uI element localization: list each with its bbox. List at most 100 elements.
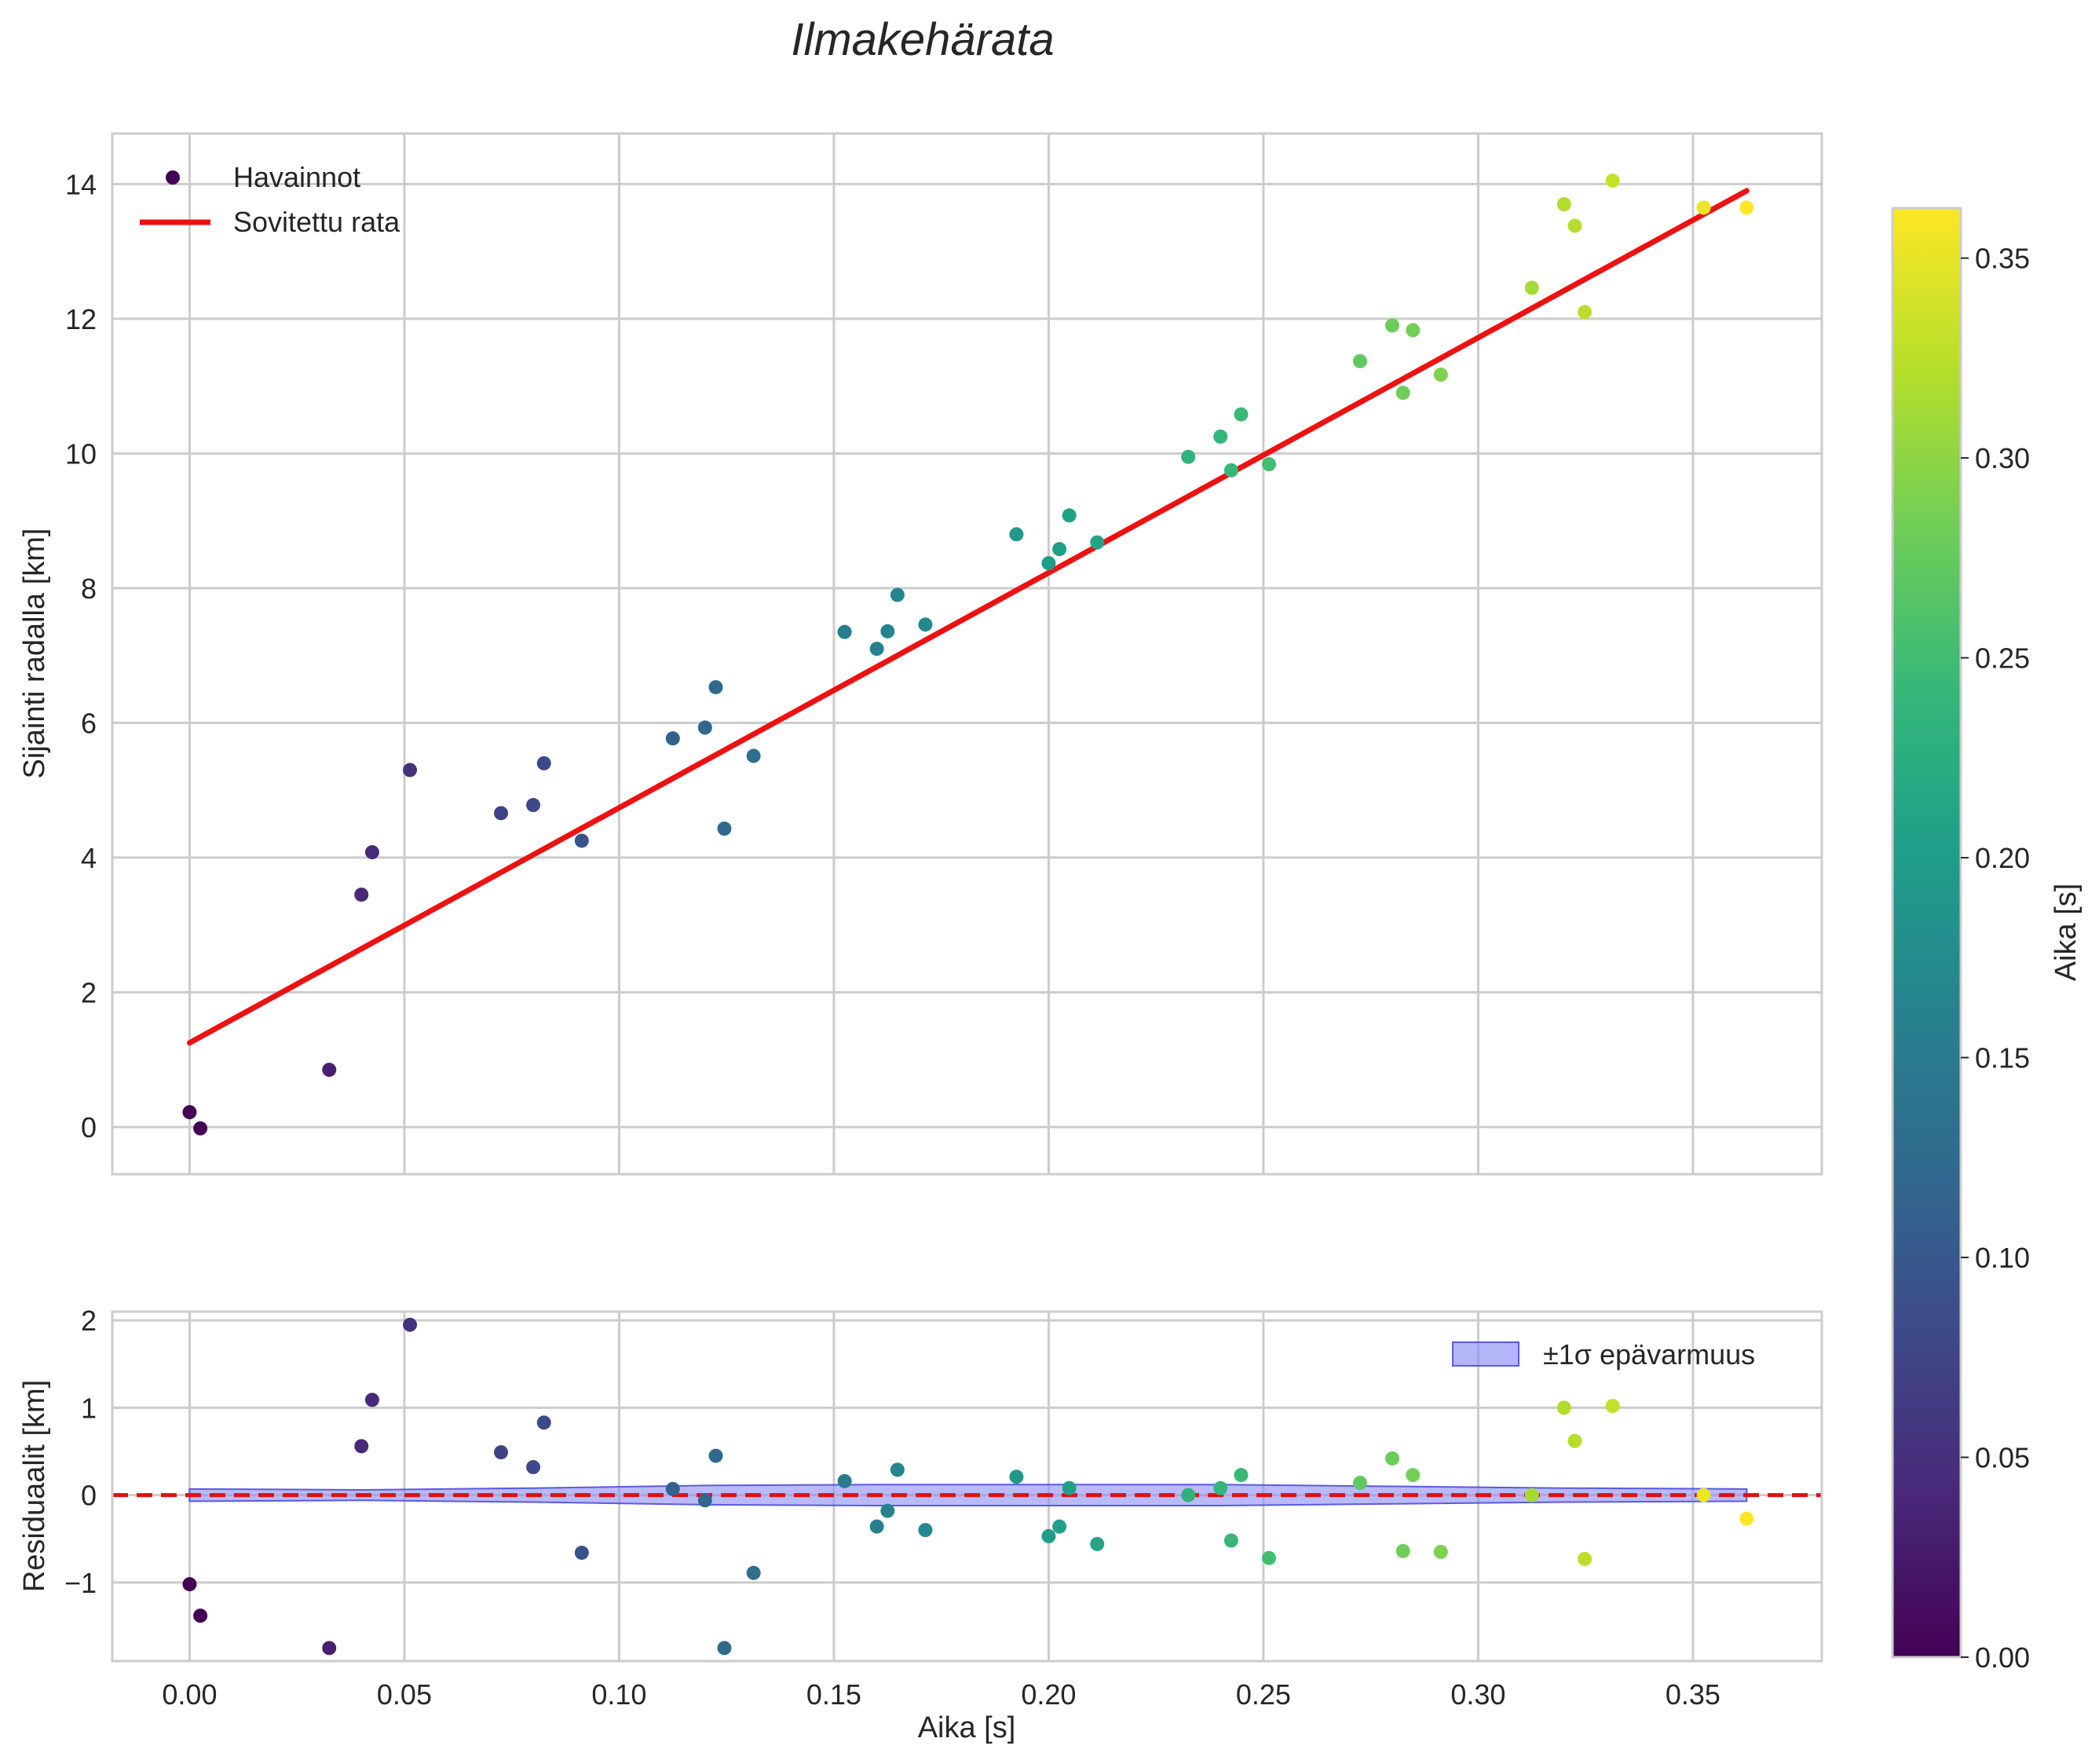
residual-point (880, 1503, 895, 1518)
observation-point (1262, 457, 1277, 472)
colorbar-tick-label: 0.35 (1975, 243, 2030, 275)
observation-point (1739, 200, 1754, 215)
observation-point (1041, 556, 1056, 571)
observation-point (403, 763, 418, 778)
colorbar-label: Aika [s] (2050, 884, 2083, 982)
residual-point (364, 1393, 379, 1407)
residual-point (746, 1565, 761, 1580)
residual-legend: ±1σ epävarmuus (1452, 1338, 1755, 1371)
main-axes: 0 2 4 6 8 10 12 14 Sijainti radalla [km] Havain… (18, 132, 1823, 1176)
residual-point (1213, 1480, 1228, 1495)
colorbar-ticks: 0.00 0.05 0.10 0.15 0.20 0.25 0.30 0.35 (1961, 243, 2030, 1674)
main-frame (111, 132, 1823, 1176)
observation-point (574, 833, 589, 848)
residual-point (1567, 1433, 1582, 1448)
main-y-tick-label: 2 (81, 976, 97, 1008)
observation-point (708, 679, 723, 694)
residual-point (1739, 1511, 1754, 1526)
colorbar: 0.00 0.05 0.10 0.15 0.20 0.25 0.30 0.35 Aika [s… (1891, 207, 2083, 1674)
residual-point (1524, 1488, 1539, 1502)
observation-point (1213, 429, 1228, 444)
residual-axes: −1 0 1 2 0.00 0.05 0.10 0.15 0.20 0.25 0.30 0.35 R… (18, 1305, 1823, 1744)
observation-point (1524, 280, 1539, 295)
residual-point (869, 1519, 884, 1534)
x-tick-label: 0.20 (1021, 1678, 1076, 1711)
residual-point (1433, 1544, 1448, 1559)
residual-point (1696, 1488, 1711, 1502)
chart-title: Ilmakehärata (791, 14, 1054, 65)
main-y-tick-label: 0 (81, 1111, 97, 1144)
main-y-tick-label: 12 (65, 303, 97, 335)
main-y-ticks: 0 2 4 6 8 10 12 14 (65, 168, 97, 1144)
observation-point (1062, 508, 1077, 523)
residual-point (354, 1439, 369, 1454)
residual-point (494, 1445, 509, 1460)
main-y-tick-label: 8 (81, 573, 97, 605)
observation-point (697, 720, 712, 735)
observation-point (717, 822, 732, 836)
observation-point (1052, 542, 1067, 557)
residual-point (536, 1415, 551, 1430)
observation-point (322, 1063, 337, 1078)
observation-point (1605, 174, 1620, 188)
observation-point (364, 845, 379, 860)
observation-point (1556, 197, 1571, 212)
legend-label-fit: Sovitettu rata (233, 206, 400, 238)
colorbar-tick-label: 0.15 (1975, 1042, 2030, 1074)
legend-label-observations: Havainnot (233, 161, 360, 193)
colorbar-tick-label: 0.00 (1975, 1641, 2030, 1674)
observation-point (1578, 305, 1593, 320)
residual-y-tick-label: 2 (81, 1305, 97, 1337)
observation-point (526, 798, 541, 813)
observation-point (1352, 353, 1367, 368)
x-axis-label: Aika [s] (918, 1711, 1016, 1744)
observation-point (182, 1105, 197, 1120)
observation-point (880, 624, 895, 639)
x-tick-label: 0.10 (591, 1678, 646, 1711)
residual-point (1605, 1399, 1620, 1414)
observation-point (1181, 449, 1196, 464)
residual-point (1062, 1480, 1077, 1495)
observation-point (1406, 323, 1421, 338)
residual-point (1041, 1528, 1056, 1543)
legend-label-band: ±1σ epävarmuus (1543, 1338, 1755, 1371)
residual-point (182, 1577, 197, 1592)
observation-point (494, 806, 509, 821)
observation-point (890, 587, 905, 602)
observation-point (837, 624, 852, 639)
colorbar-gradient (1892, 208, 1961, 1657)
observation-points (182, 174, 1754, 1136)
observation-point (1395, 386, 1410, 401)
main-y-tick-label: 10 (65, 437, 97, 470)
residual-point (1234, 1468, 1249, 1483)
x-tick-label: 0.00 (162, 1678, 217, 1711)
main-grid (112, 134, 1822, 1174)
observation-point (354, 887, 369, 902)
residual-point (1181, 1488, 1196, 1502)
colorbar-frame (1891, 207, 1962, 1659)
colorbar-tick-label: 0.30 (1975, 442, 2030, 474)
observation-point (1009, 527, 1024, 542)
residual-point (574, 1546, 589, 1561)
x-tick-label: 0.05 (377, 1678, 432, 1711)
residual-point (890, 1462, 905, 1477)
colorbar-tick-label: 0.20 (1975, 842, 2030, 874)
residual-point (526, 1460, 541, 1475)
residual-point (665, 1481, 680, 1496)
x-tick-label: 0.35 (1666, 1678, 1721, 1711)
residual-points (182, 1317, 1754, 1656)
fit-line-layer (186, 188, 1750, 1046)
colorbar-tick-label: 0.10 (1975, 1242, 2030, 1274)
legend-marker-observations (166, 170, 180, 185)
residual-point (1352, 1476, 1367, 1491)
observation-point (746, 748, 761, 763)
residual-point (708, 1448, 723, 1463)
residual-y-tick-label: −1 (64, 1567, 97, 1599)
observation-point (1385, 318, 1400, 333)
residual-point (717, 1641, 732, 1656)
residual-y-tick-label: 0 (81, 1480, 97, 1512)
observation-point (1696, 200, 1711, 215)
observation-point (1234, 407, 1249, 422)
x-tick-label: 0.25 (1236, 1678, 1291, 1711)
